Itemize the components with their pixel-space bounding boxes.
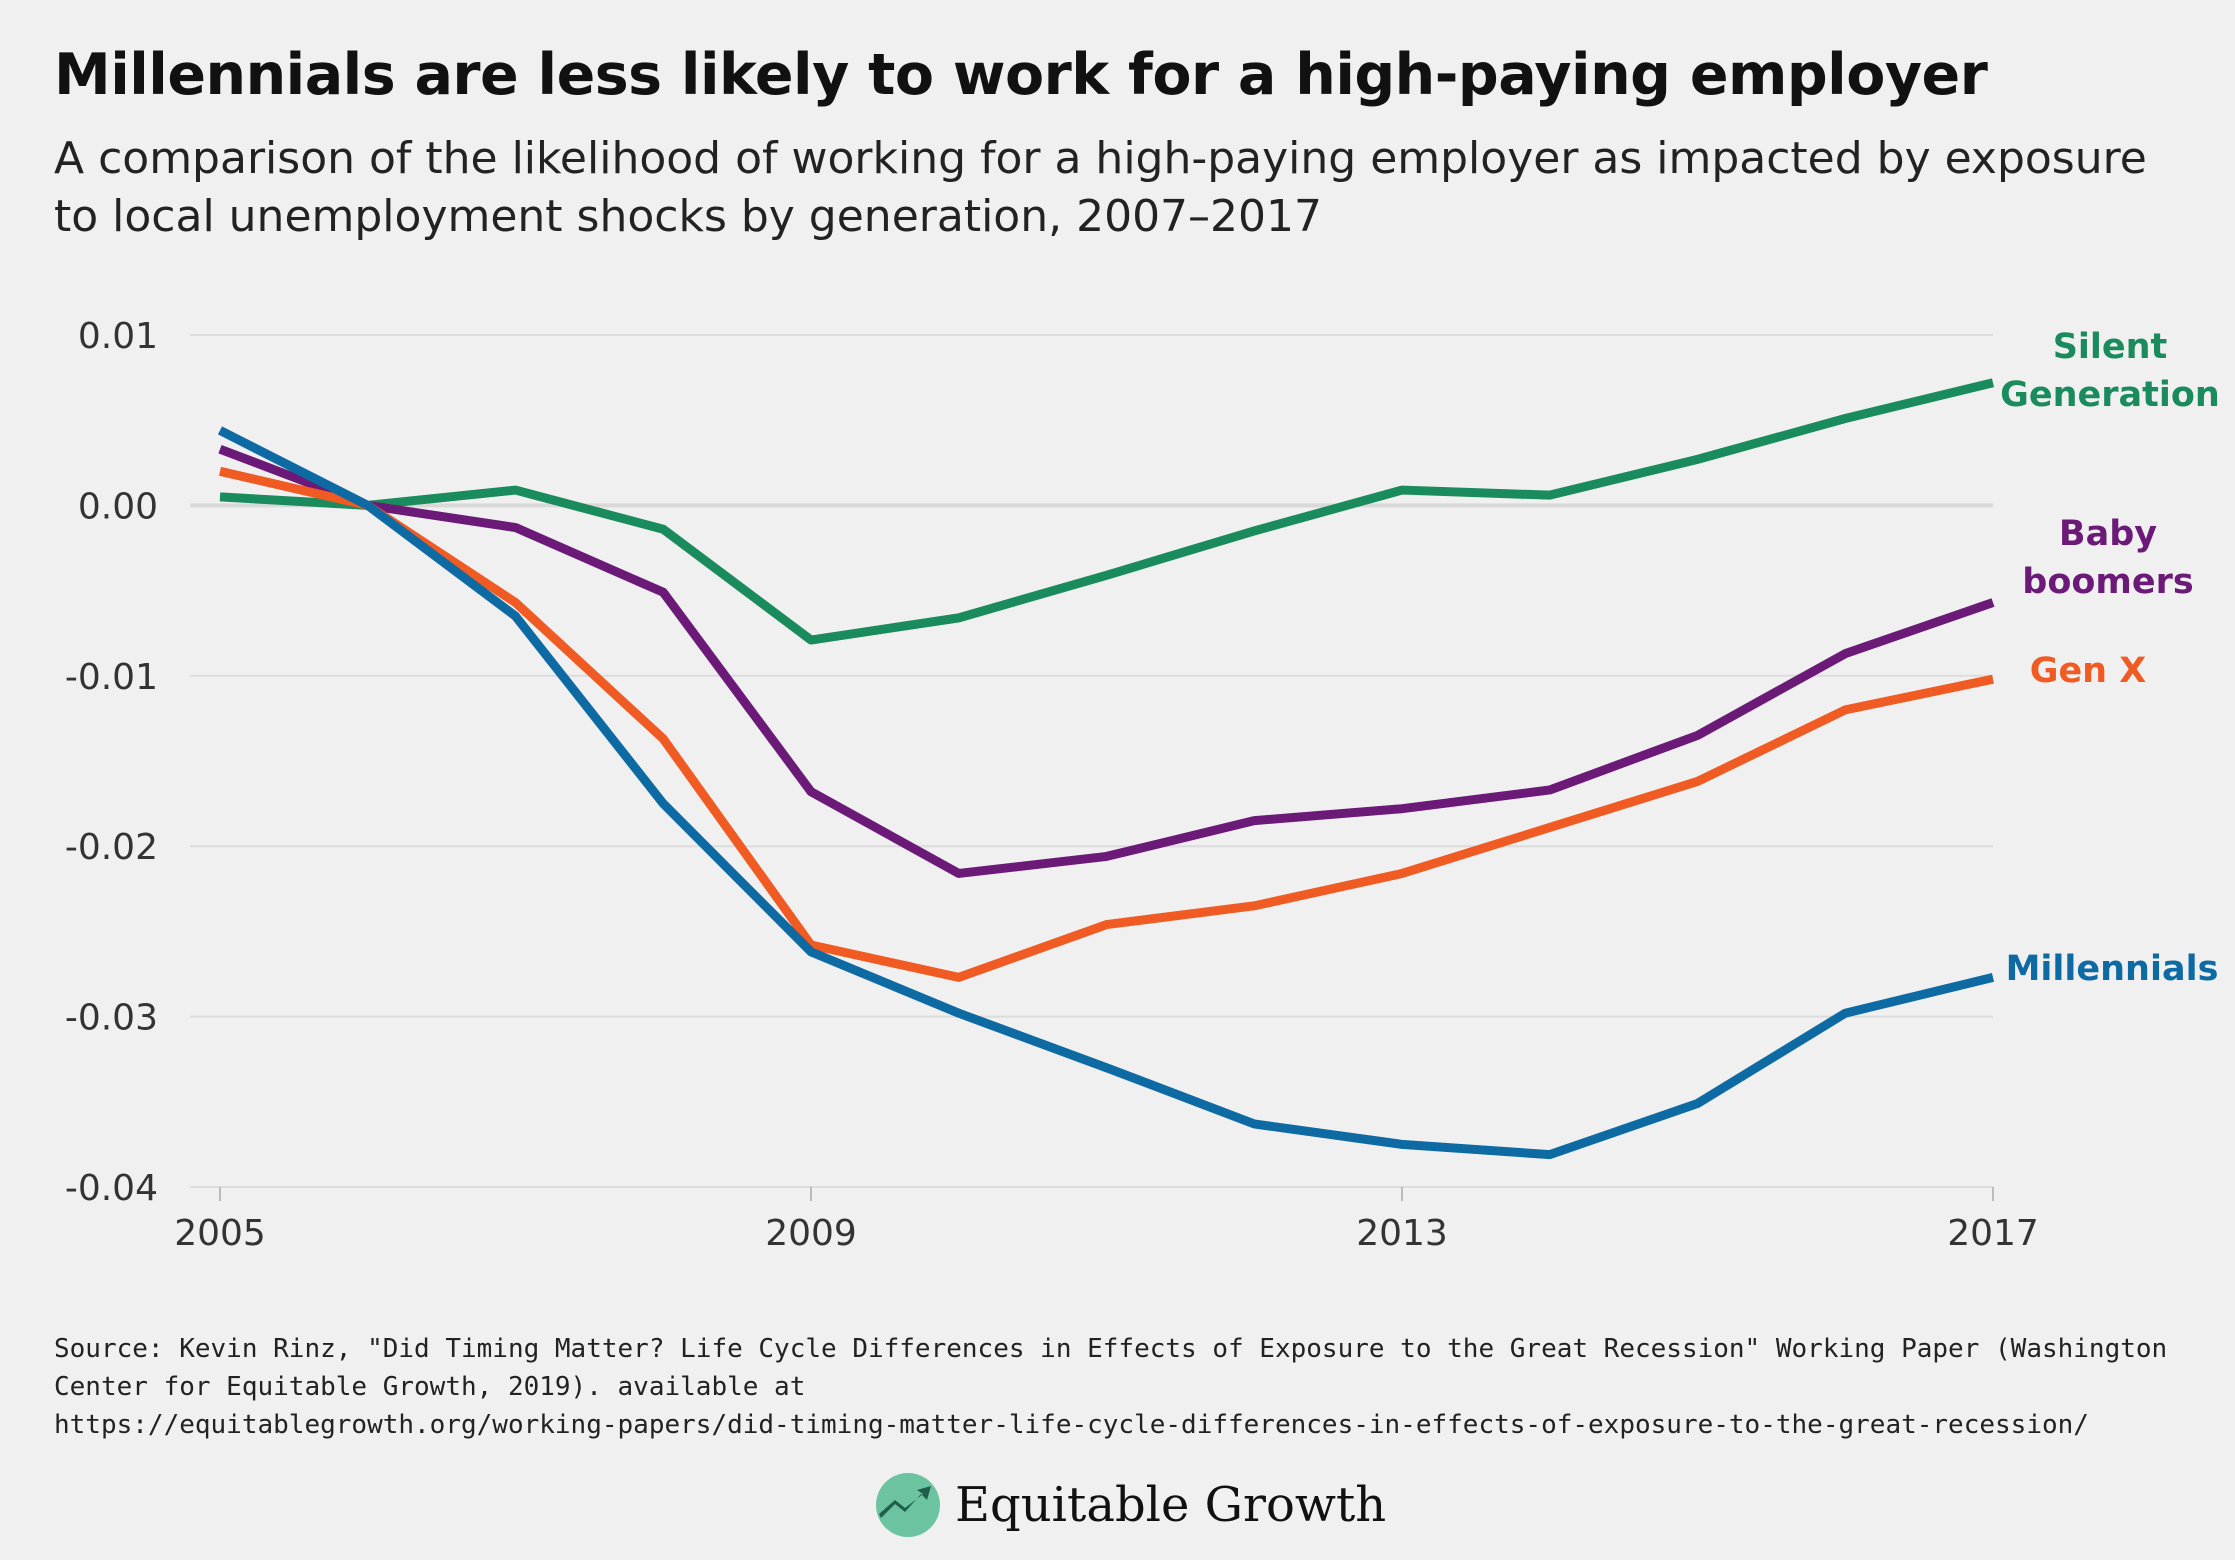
source-note: Source: Kevin Rinz, "Did Timing Matter? … (54, 1330, 2204, 1444)
source-line: Source: Kevin Rinz, "Did Timing Matter? … (54, 1334, 2168, 1364)
y-tick-label: -0.02 (65, 827, 158, 868)
series-label: Gen X (2030, 651, 2147, 691)
x-tick-label: 2013 (1356, 1213, 1448, 1254)
series-label: Baby boomers (2022, 514, 2193, 602)
brand-name: Equitable Growth (955, 1477, 1387, 1533)
series-line-millennials (217, 426, 1995, 1160)
chart-subtitle: A comparison of the likelihood of workin… (54, 133, 2147, 242)
y-tick-label: -0.01 (65, 657, 158, 698)
series-line-silent-generation (219, 378, 1995, 645)
series-label: Silent Generation (2000, 327, 2220, 415)
y-tick-label: -0.03 (65, 998, 158, 1039)
equitable-growth-logo-icon (876, 1473, 940, 1537)
x-axis-ticks: 2005 2009 2013 2017 (174, 1187, 2039, 1254)
series-label: Millennials (2006, 949, 2219, 989)
series-labels: Silent Generation Baby boomers Gen X Millenni… (2000, 327, 2220, 989)
y-axis-ticks: 0.01 0.00 -0.01 -0.02 -0.03 -0.04 (65, 316, 158, 1209)
chart-title: Millennials are less likely to work for … (54, 42, 1988, 108)
x-tick-label: 2005 (174, 1213, 266, 1254)
x-tick-label: 2009 (765, 1213, 857, 1254)
y-tick-label: 0.00 (78, 486, 158, 527)
source-line: Center for Equitable Growth, 2019). avai… (54, 1372, 806, 1402)
x-tick-label: 2017 (1947, 1213, 2039, 1254)
line-chart: 0.01 0.00 -0.01 -0.02 -0.03 -0.04 2005 2009 201… (65, 316, 2220, 1254)
grid-lines (190, 334, 1993, 1188)
source-url[interactable]: https://equitablegrowth.org/working-pape… (54, 1410, 2089, 1440)
series-lines (217, 378, 1995, 1160)
brand-footer: Equitable Growth (875, 1470, 1386, 1540)
y-tick-label: 0.01 (78, 316, 158, 357)
series-line-gen-x (218, 466, 1994, 982)
y-tick-label: -0.04 (65, 1168, 158, 1209)
series-line-baby-boomers (218, 444, 1995, 878)
